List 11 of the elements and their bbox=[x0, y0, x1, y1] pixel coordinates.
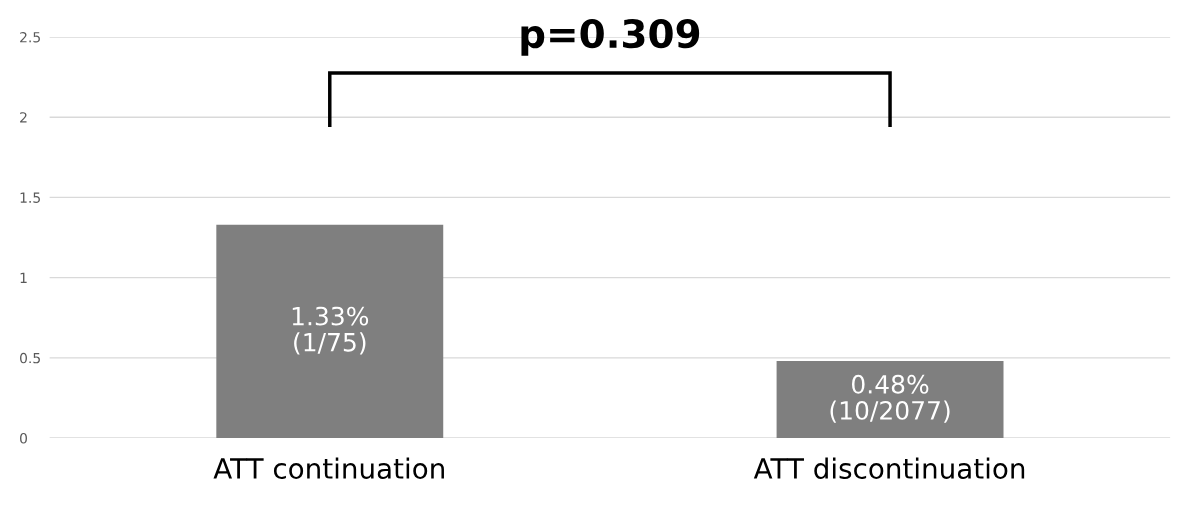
data-label: 0.48% (10/2077) bbox=[830, 374, 950, 423]
y-tick-label: 1.5 bbox=[20, 192, 40, 203]
x-tick-label: ATT discontinuation bbox=[753, 457, 1025, 479]
y-tick-label: 0 bbox=[20, 433, 27, 444]
x-tick-label: ATT continuation bbox=[213, 457, 444, 479]
y-tick-label: 2 bbox=[20, 112, 27, 123]
y-tick-label: 1 bbox=[20, 272, 27, 283]
data-label: 1.33% (1/75) bbox=[292, 306, 369, 355]
y-tick-label: 0.5 bbox=[20, 352, 40, 364]
y-tick-label: 2.5 bbox=[20, 31, 40, 43]
annotation: p=0.309 bbox=[521, 18, 700, 56]
